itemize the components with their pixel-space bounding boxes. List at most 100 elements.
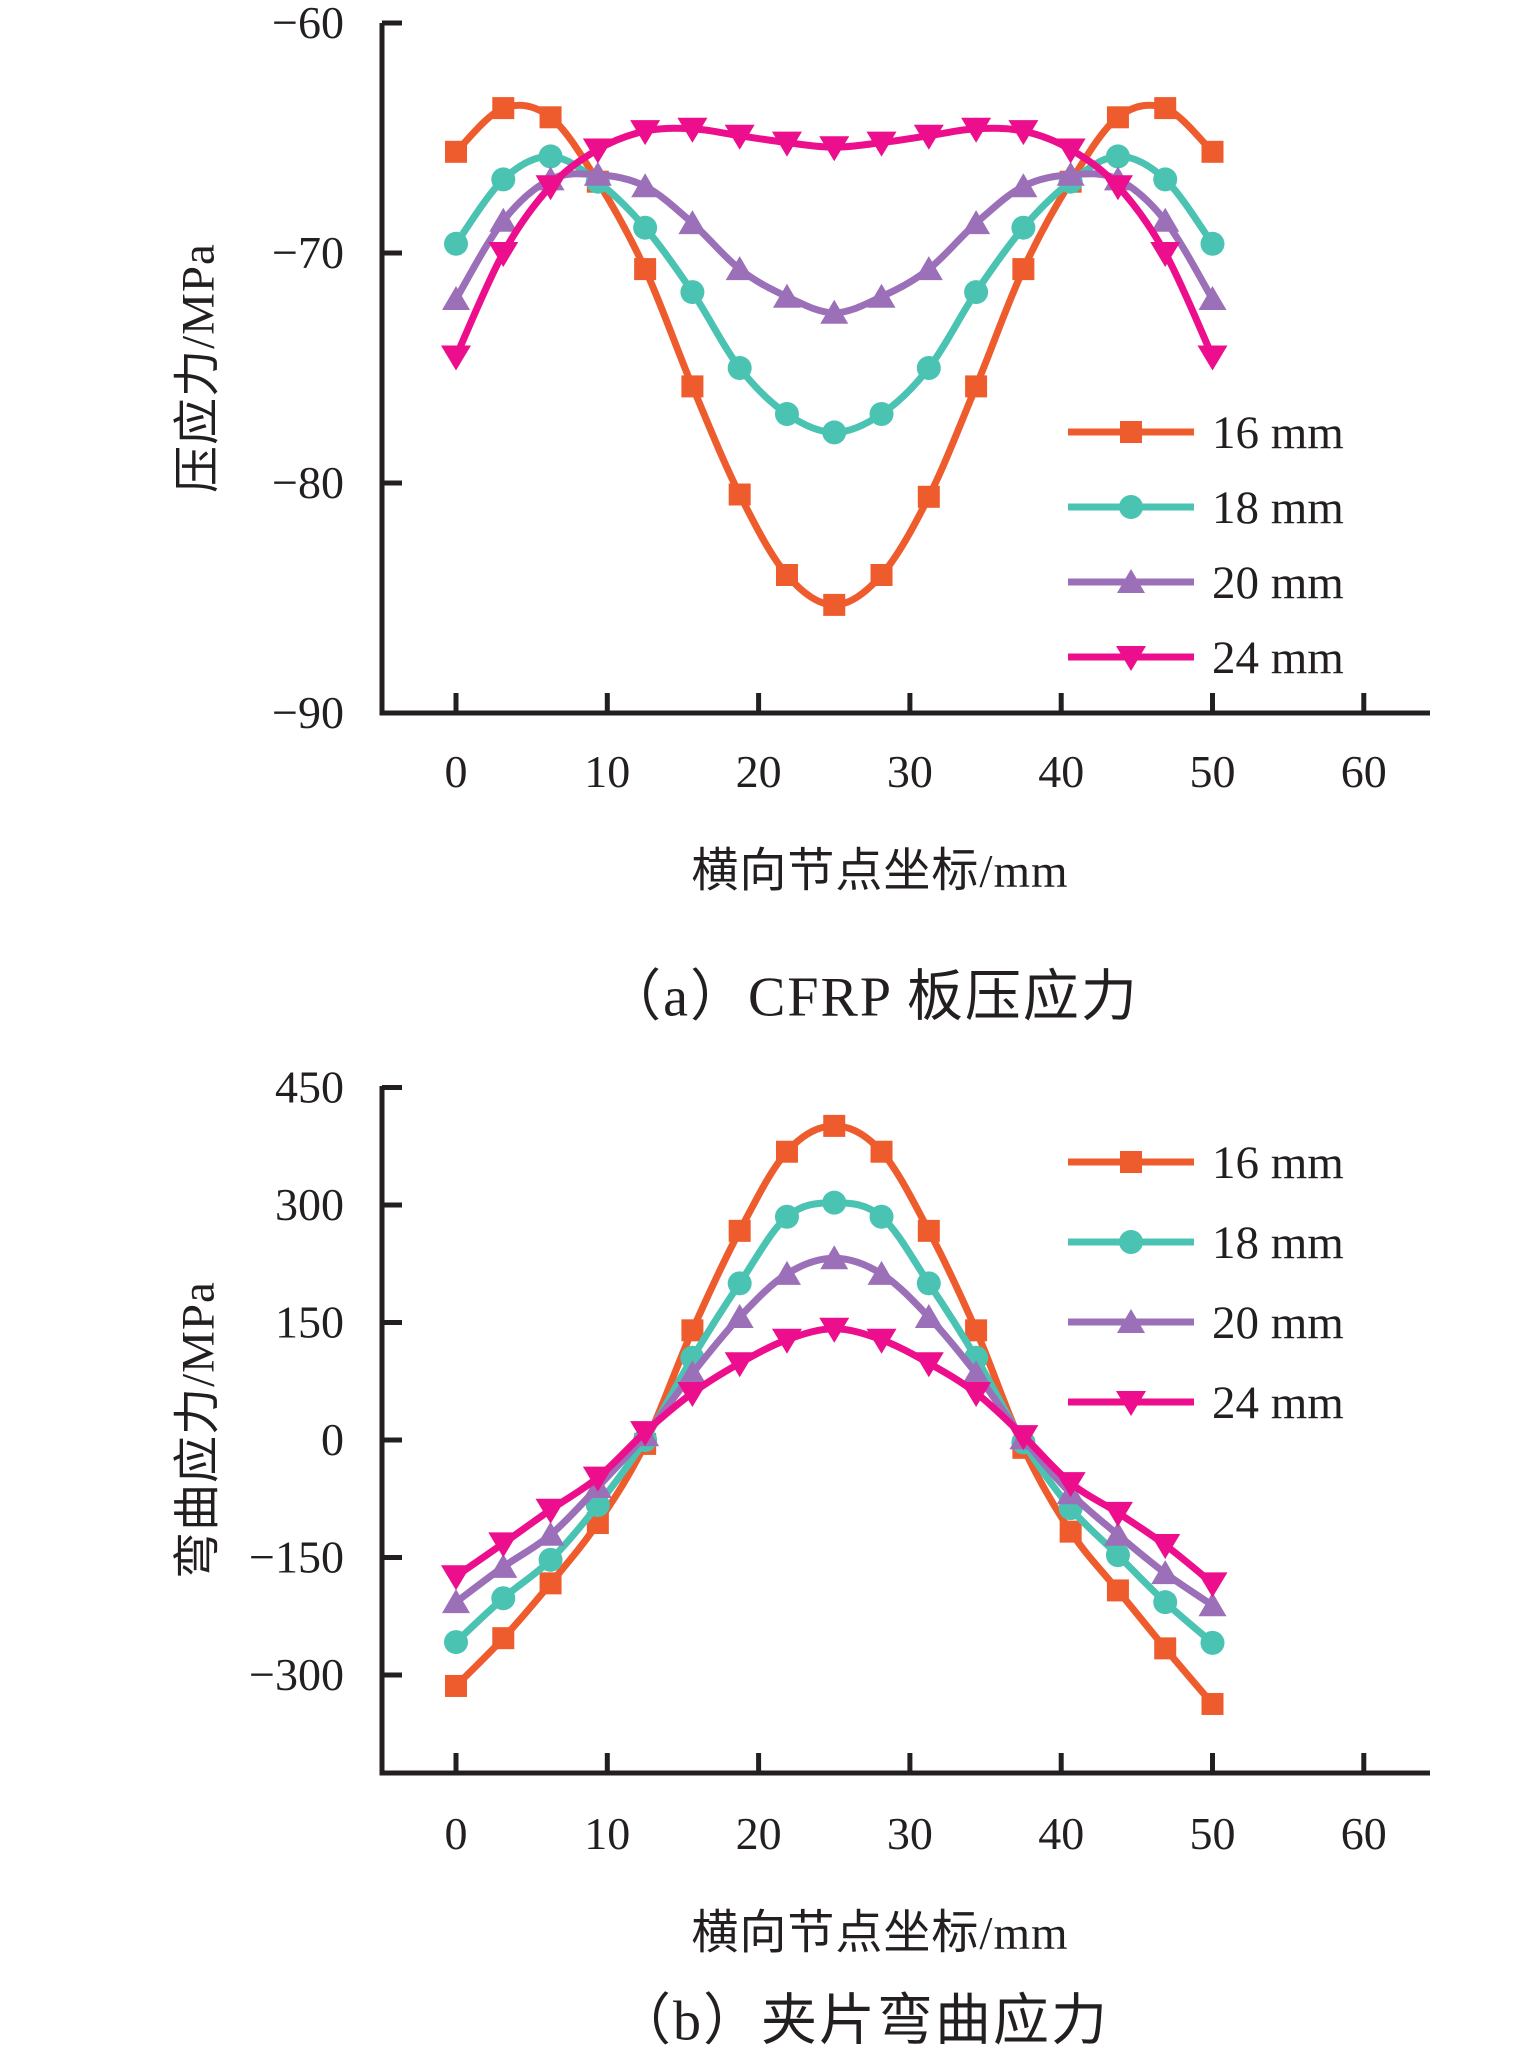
- legend-marker: [1117, 1309, 1145, 1333]
- series-20mm-marker: [631, 173, 660, 198]
- series-16mm-marker: [681, 1319, 704, 1342]
- series-24mm-marker: [1150, 242, 1181, 267]
- legend-entry-24mm: 24 mm: [1068, 632, 1344, 684]
- series-20mm-marker: [489, 207, 518, 232]
- series-24mm-marker: [961, 1382, 992, 1407]
- series-20mm-marker: [914, 256, 943, 281]
- legend-label: 16 mm: [1212, 407, 1344, 459]
- legend-label: 18 mm: [1212, 482, 1344, 534]
- y-tick-label: −150: [249, 1532, 344, 1583]
- series-18mm-marker: [1105, 144, 1130, 169]
- series-18mm-marker: [964, 280, 989, 305]
- panel-a: 0 10 20 30 40 50 60 −60 −70 −80 −90 16 mm 18 mm 20 mm…: [272, 0, 1430, 797]
- series-20mm-marker: [678, 210, 707, 235]
- y-tick-label: 300: [275, 1179, 344, 1230]
- series-20mm-marker: [962, 210, 991, 235]
- series-20mm: [442, 1245, 1227, 1617]
- series-24mm-marker: [866, 1328, 897, 1354]
- series-16mm-marker: [1059, 1520, 1082, 1543]
- series-24mm-marker: [677, 1382, 708, 1407]
- legend-label: 20 mm: [1212, 1297, 1344, 1349]
- series-20mm-marker: [820, 1245, 849, 1270]
- series-16mm-marker: [539, 1572, 562, 1595]
- x-tick-label: 20: [736, 746, 782, 797]
- series-18mm-marker: [633, 215, 658, 240]
- series-16mm-marker: [965, 375, 988, 398]
- series-24mm-marker: [1102, 1501, 1133, 1527]
- series-16mm-marker: [728, 483, 751, 506]
- y-tick-label: −90: [272, 687, 344, 738]
- series-18mm-marker: [727, 1271, 752, 1296]
- series-16mm-marker: [870, 1140, 893, 1163]
- series-24mm-marker: [913, 124, 944, 150]
- series-18mm-marker: [538, 144, 563, 169]
- series-24mm: [441, 1317, 1228, 1598]
- series-20mm-marker: [1151, 207, 1180, 232]
- series-20mm-line: [452, 1254, 1216, 1609]
- y-tick-label: −300: [249, 1649, 344, 1700]
- series-24mm-marker: [771, 131, 802, 157]
- x-tick-label: 10: [584, 1808, 630, 1859]
- legend-marker: [1119, 1230, 1143, 1254]
- series-24mm-marker: [582, 1466, 613, 1492]
- series-20mm-marker: [867, 1260, 896, 1285]
- series-16mm-marker: [1154, 97, 1177, 120]
- series-16mm-marker: [586, 1512, 609, 1535]
- y-tick-label: 150: [275, 1297, 344, 1348]
- series-16mm-marker: [492, 1627, 515, 1650]
- series-20mm: [442, 161, 1227, 324]
- series-20mm-marker: [489, 1553, 518, 1578]
- series-18mm-marker: [1011, 215, 1036, 240]
- series-24mm-marker: [1197, 345, 1228, 371]
- series-16mm-marker: [1012, 258, 1035, 281]
- legend-marker: [1120, 421, 1142, 443]
- panel-b-caption: （b）夹片弯曲应力: [615, 1990, 1109, 2053]
- series-16mm-marker: [775, 564, 798, 586]
- legend-entry-24mm: 24 mm: [1068, 1377, 1344, 1429]
- series-18mm-marker: [822, 420, 847, 445]
- legend-marker: [1119, 495, 1143, 519]
- series-20mm-marker: [442, 1589, 470, 1614]
- panel-b-x-axis-title: 横向节点坐标/mm: [691, 1907, 1069, 1960]
- x-tick-label: 10: [584, 746, 630, 797]
- series-24mm-line: [452, 1325, 1216, 1587]
- x-tick-label: 60: [1341, 1808, 1387, 1859]
- legend-marker: [1120, 1151, 1142, 1173]
- series-16mm-marker: [1201, 140, 1224, 163]
- panel-a-y-axis-title: 压应力/MPa: [172, 243, 225, 493]
- series-20mm-line: [452, 170, 1216, 317]
- x-tick-label: 50: [1190, 1808, 1236, 1859]
- x-tick-label: 50: [1190, 746, 1236, 797]
- series-16mm-marker: [681, 375, 704, 398]
- series-18mm-marker: [680, 280, 705, 305]
- series-20mm-marker: [820, 299, 849, 324]
- series-24mm-marker: [535, 1498, 566, 1524]
- series-16mm-marker: [775, 1140, 798, 1163]
- series-20mm-marker: [962, 1360, 991, 1385]
- series-16mm-marker: [1154, 1637, 1177, 1660]
- x-tick-label: 40: [1038, 746, 1084, 797]
- series-24mm-marker: [535, 175, 566, 201]
- series-18mm-marker: [1153, 167, 1178, 192]
- series-20mm-marker: [914, 1304, 943, 1329]
- legend-marker: [1116, 646, 1146, 671]
- series-24mm-marker: [1008, 120, 1039, 146]
- series-18mm-marker: [491, 167, 516, 192]
- series-18mm-marker: [916, 356, 941, 380]
- series-24mm-marker: [630, 120, 661, 146]
- y-tick-label: −60: [272, 0, 344, 48]
- series-24mm-marker: [1008, 1425, 1039, 1451]
- legend: 16 mm 18 mm 20 mm 24 mm: [1068, 407, 1344, 684]
- series-24mm-marker: [630, 1421, 661, 1447]
- x-tick-label: 0: [445, 1808, 468, 1859]
- legend-marker: [1117, 569, 1145, 593]
- series-24mm-marker: [724, 124, 755, 150]
- series-16mm-marker: [539, 106, 562, 129]
- series-24mm-marker: [677, 117, 708, 143]
- series-24mm-marker: [1055, 1472, 1086, 1498]
- legend-entry-18mm: 18 mm: [1068, 1217, 1344, 1269]
- series-18mm-marker: [444, 231, 468, 256]
- series-20mm-marker: [1151, 1560, 1180, 1585]
- series-24mm-marker: [866, 131, 897, 157]
